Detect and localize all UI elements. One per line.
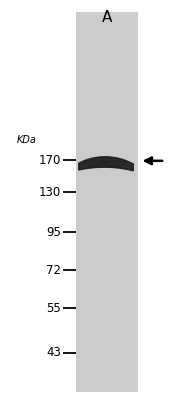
Bar <box>76 12 138 392</box>
Text: KDa: KDa <box>17 135 37 145</box>
Text: A: A <box>101 10 112 26</box>
Text: 95: 95 <box>46 226 61 238</box>
Polygon shape <box>79 157 133 171</box>
Text: 43: 43 <box>46 346 61 359</box>
Text: 72: 72 <box>46 264 61 276</box>
Ellipse shape <box>82 156 128 168</box>
Text: 130: 130 <box>39 186 61 198</box>
Text: 55: 55 <box>46 302 61 314</box>
Text: 170: 170 <box>39 154 61 166</box>
